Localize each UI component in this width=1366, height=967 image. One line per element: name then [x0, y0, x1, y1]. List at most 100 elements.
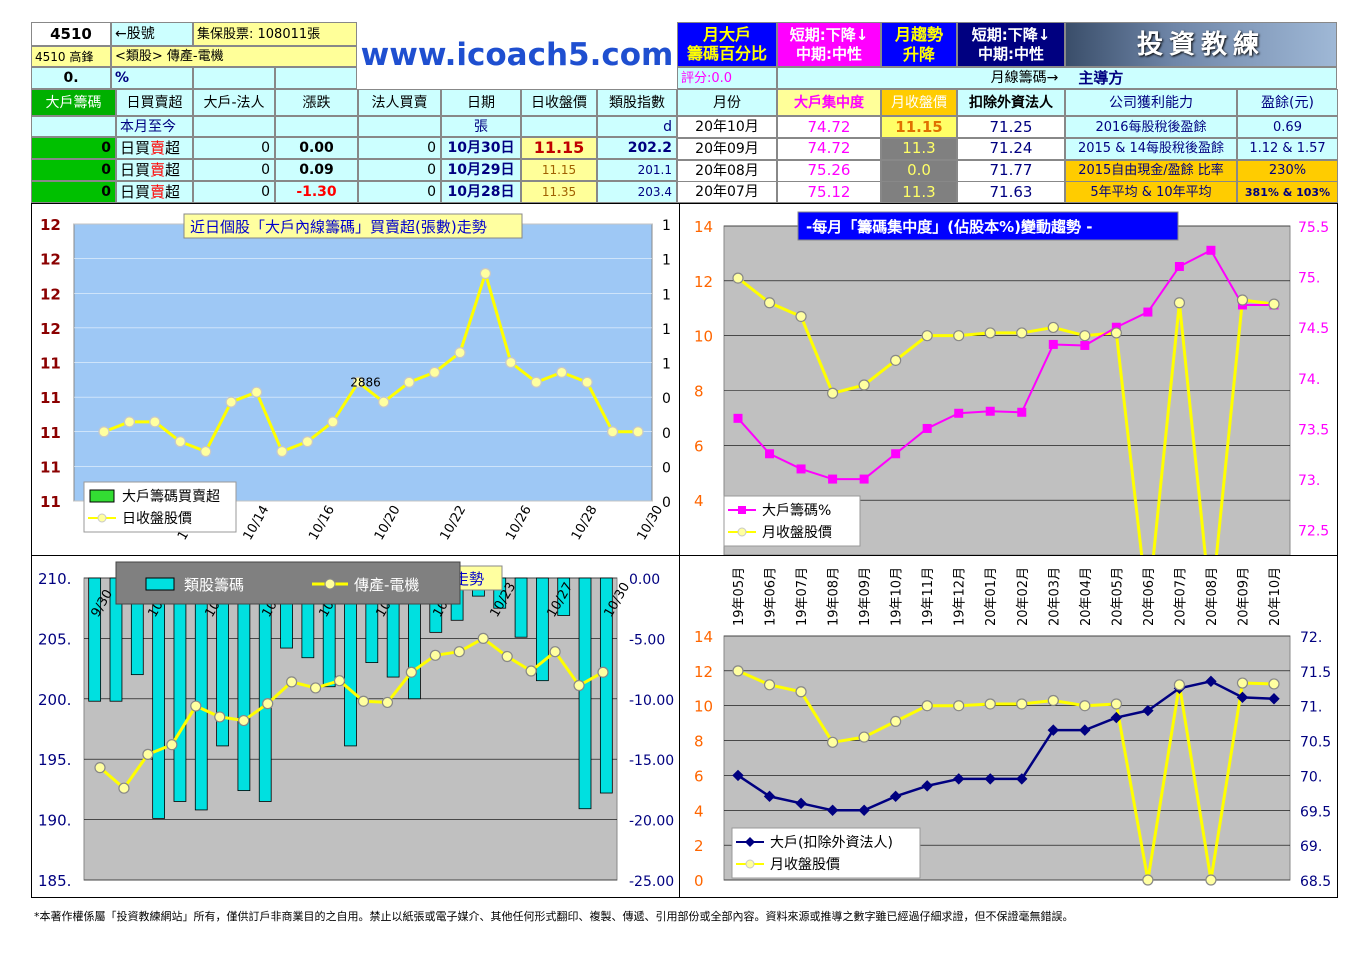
- close-price-point: [1079, 700, 1091, 712]
- legend-label: 傳產-電機: [354, 576, 419, 594]
- close-price-point: [276, 445, 288, 458]
- close-price-point: [826, 736, 839, 748]
- sector-index-point: [166, 739, 178, 751]
- sector-index-point: [333, 675, 346, 687]
- ex-foreign-holder: 71.77: [957, 159, 1065, 182]
- trade-date: 10月29日: [441, 159, 521, 181]
- footer-disclaimer: *本著作權係屬「投資教練網站」所有，僅供訂戶非商業目的之自用。禁止以紙張或電子媒…: [34, 909, 1074, 923]
- chart-title: 走勢: [454, 570, 484, 588]
- close-price-point: [479, 267, 492, 280]
- collateral-shares: 集保股票: 108011張: [193, 22, 357, 46]
- holder-minus-inst: 0: [193, 137, 275, 159]
- y-right-tick: 69.5: [1300, 804, 1331, 820]
- month: 20年08月: [677, 159, 777, 182]
- sector-index: 203.4: [597, 181, 677, 203]
- big-holder-chip: 0: [31, 159, 116, 181]
- sector-chip-bar: [173, 577, 187, 802]
- left-table-header: 大戶-法人: [193, 89, 275, 116]
- close-price-point: [953, 700, 965, 712]
- sector-chip-bar: [578, 577, 592, 810]
- x-tick: 20年07月: [1173, 567, 1188, 626]
- close-price-point: [1268, 298, 1280, 310]
- y-right-tick: 1: [662, 357, 671, 373]
- sector-index-point: [453, 646, 465, 658]
- unit-row-blank: [193, 116, 275, 137]
- stock-code[interactable]: 4510: [31, 22, 111, 46]
- price-change: -1.30: [275, 181, 358, 203]
- close-price-point: [149, 416, 161, 428]
- close-price-point: [1079, 330, 1091, 342]
- y-left-tick: 185.: [38, 872, 71, 890]
- sector-index-point: [405, 666, 417, 678]
- concentration-point: [1080, 340, 1090, 350]
- sector-index-point: [549, 646, 561, 658]
- y-right-tick: -20.00: [629, 814, 674, 830]
- close-price-point: [795, 686, 807, 698]
- sector-index-point: [190, 700, 202, 712]
- label-part: 賣: [150, 138, 166, 157]
- left-table-header: 類股指數: [597, 89, 677, 116]
- y-left-tick: 205.: [38, 630, 71, 648]
- concentration-line: [737, 249, 1274, 481]
- legend-label: 大戶(扣除外資法人): [770, 835, 893, 851]
- label-part: 日買: [120, 160, 151, 179]
- title-box: [183, 213, 523, 239]
- y-right-tick: 71.: [1300, 700, 1322, 716]
- sector-index-point: [501, 650, 513, 663]
- concentration: 74.72: [777, 116, 881, 138]
- concentration-point: [1017, 407, 1027, 417]
- daily-buy-sell-label: 日買賣超: [116, 181, 193, 203]
- y-left-tick: 2: [694, 837, 704, 855]
- y-right-tick: 1: [662, 287, 671, 303]
- y-left-tick: 11: [40, 389, 61, 407]
- short-term-status: 短期:下降↓: [789, 25, 869, 44]
- right-table-header: 扣除外資法人: [957, 89, 1065, 116]
- profitability-label: 2015自由現金/盈餘 比率: [1065, 159, 1237, 182]
- y-left-tick: 10: [694, 698, 713, 716]
- website-link[interactable]: www.icoach5.com: [360, 37, 674, 73]
- sector-index: 201.1: [597, 159, 677, 181]
- profitability-label: 2015 & 14每股稅後盈餘: [1065, 137, 1237, 160]
- legend-label: 月收盤股價: [770, 856, 840, 873]
- close-price-point: [984, 698, 996, 710]
- y-right-tick: 73.: [1298, 473, 1320, 489]
- y-right-tick: 0.00: [629, 572, 660, 588]
- sector-chips-chart: 210. 0.00 205. -5.00 200. -10.00 195. -15.00 190…: [38, 561, 674, 890]
- y-left-tick: 11: [40, 424, 61, 442]
- logo-text: 投資教練: [1136, 29, 1265, 60]
- holder-ex-foreign-point: [732, 769, 744, 782]
- x-tick: 20年04月: [1079, 567, 1094, 626]
- y-right-tick: 0: [662, 391, 671, 407]
- legend-swatch: [89, 489, 115, 503]
- close-price-point: [250, 386, 263, 398]
- x-tick: 19年07月: [795, 567, 810, 626]
- big-holder-chip: 0: [31, 137, 116, 159]
- x-tick: 19年08月: [827, 567, 842, 626]
- close-price-point: [378, 396, 390, 408]
- x-tick: 10/28: [569, 503, 601, 543]
- inst-buy-sell: 0: [358, 181, 441, 203]
- holder-ex-foreign-point: [1047, 724, 1060, 736]
- close-price-point: [174, 436, 186, 448]
- short-mid-status-2: 短期:下降↓ 中期:中性: [957, 22, 1065, 67]
- chart-title: 近日個股「大戶內線籌碼」買賣超(張數)走勢: [190, 218, 487, 236]
- legend-marker: [324, 578, 336, 590]
- legend-label: 日收盤股價: [122, 510, 192, 527]
- x-tick: 19年11月: [921, 567, 936, 626]
- close-price-point: [1016, 327, 1028, 339]
- concentration-point: [828, 474, 838, 484]
- ex-foreign-holder: 71.24: [957, 137, 1065, 160]
- close-price-point: [826, 387, 839, 399]
- x-tick: 20年03月: [1047, 567, 1062, 626]
- right-table-header: 月份: [677, 89, 777, 116]
- legend-marker: [97, 513, 107, 523]
- sector-chip-bar: [557, 577, 571, 616]
- close-price-point: [98, 426, 110, 438]
- price-change: 0.00: [275, 137, 358, 159]
- holder-ex-foreign-point: [1268, 693, 1280, 705]
- month: 20年07月: [677, 181, 777, 204]
- y-right-tick: 0: [662, 495, 671, 511]
- daily-close: 11.35: [521, 181, 597, 203]
- concentration-point: [733, 413, 743, 423]
- close-price-point: [428, 366, 441, 378]
